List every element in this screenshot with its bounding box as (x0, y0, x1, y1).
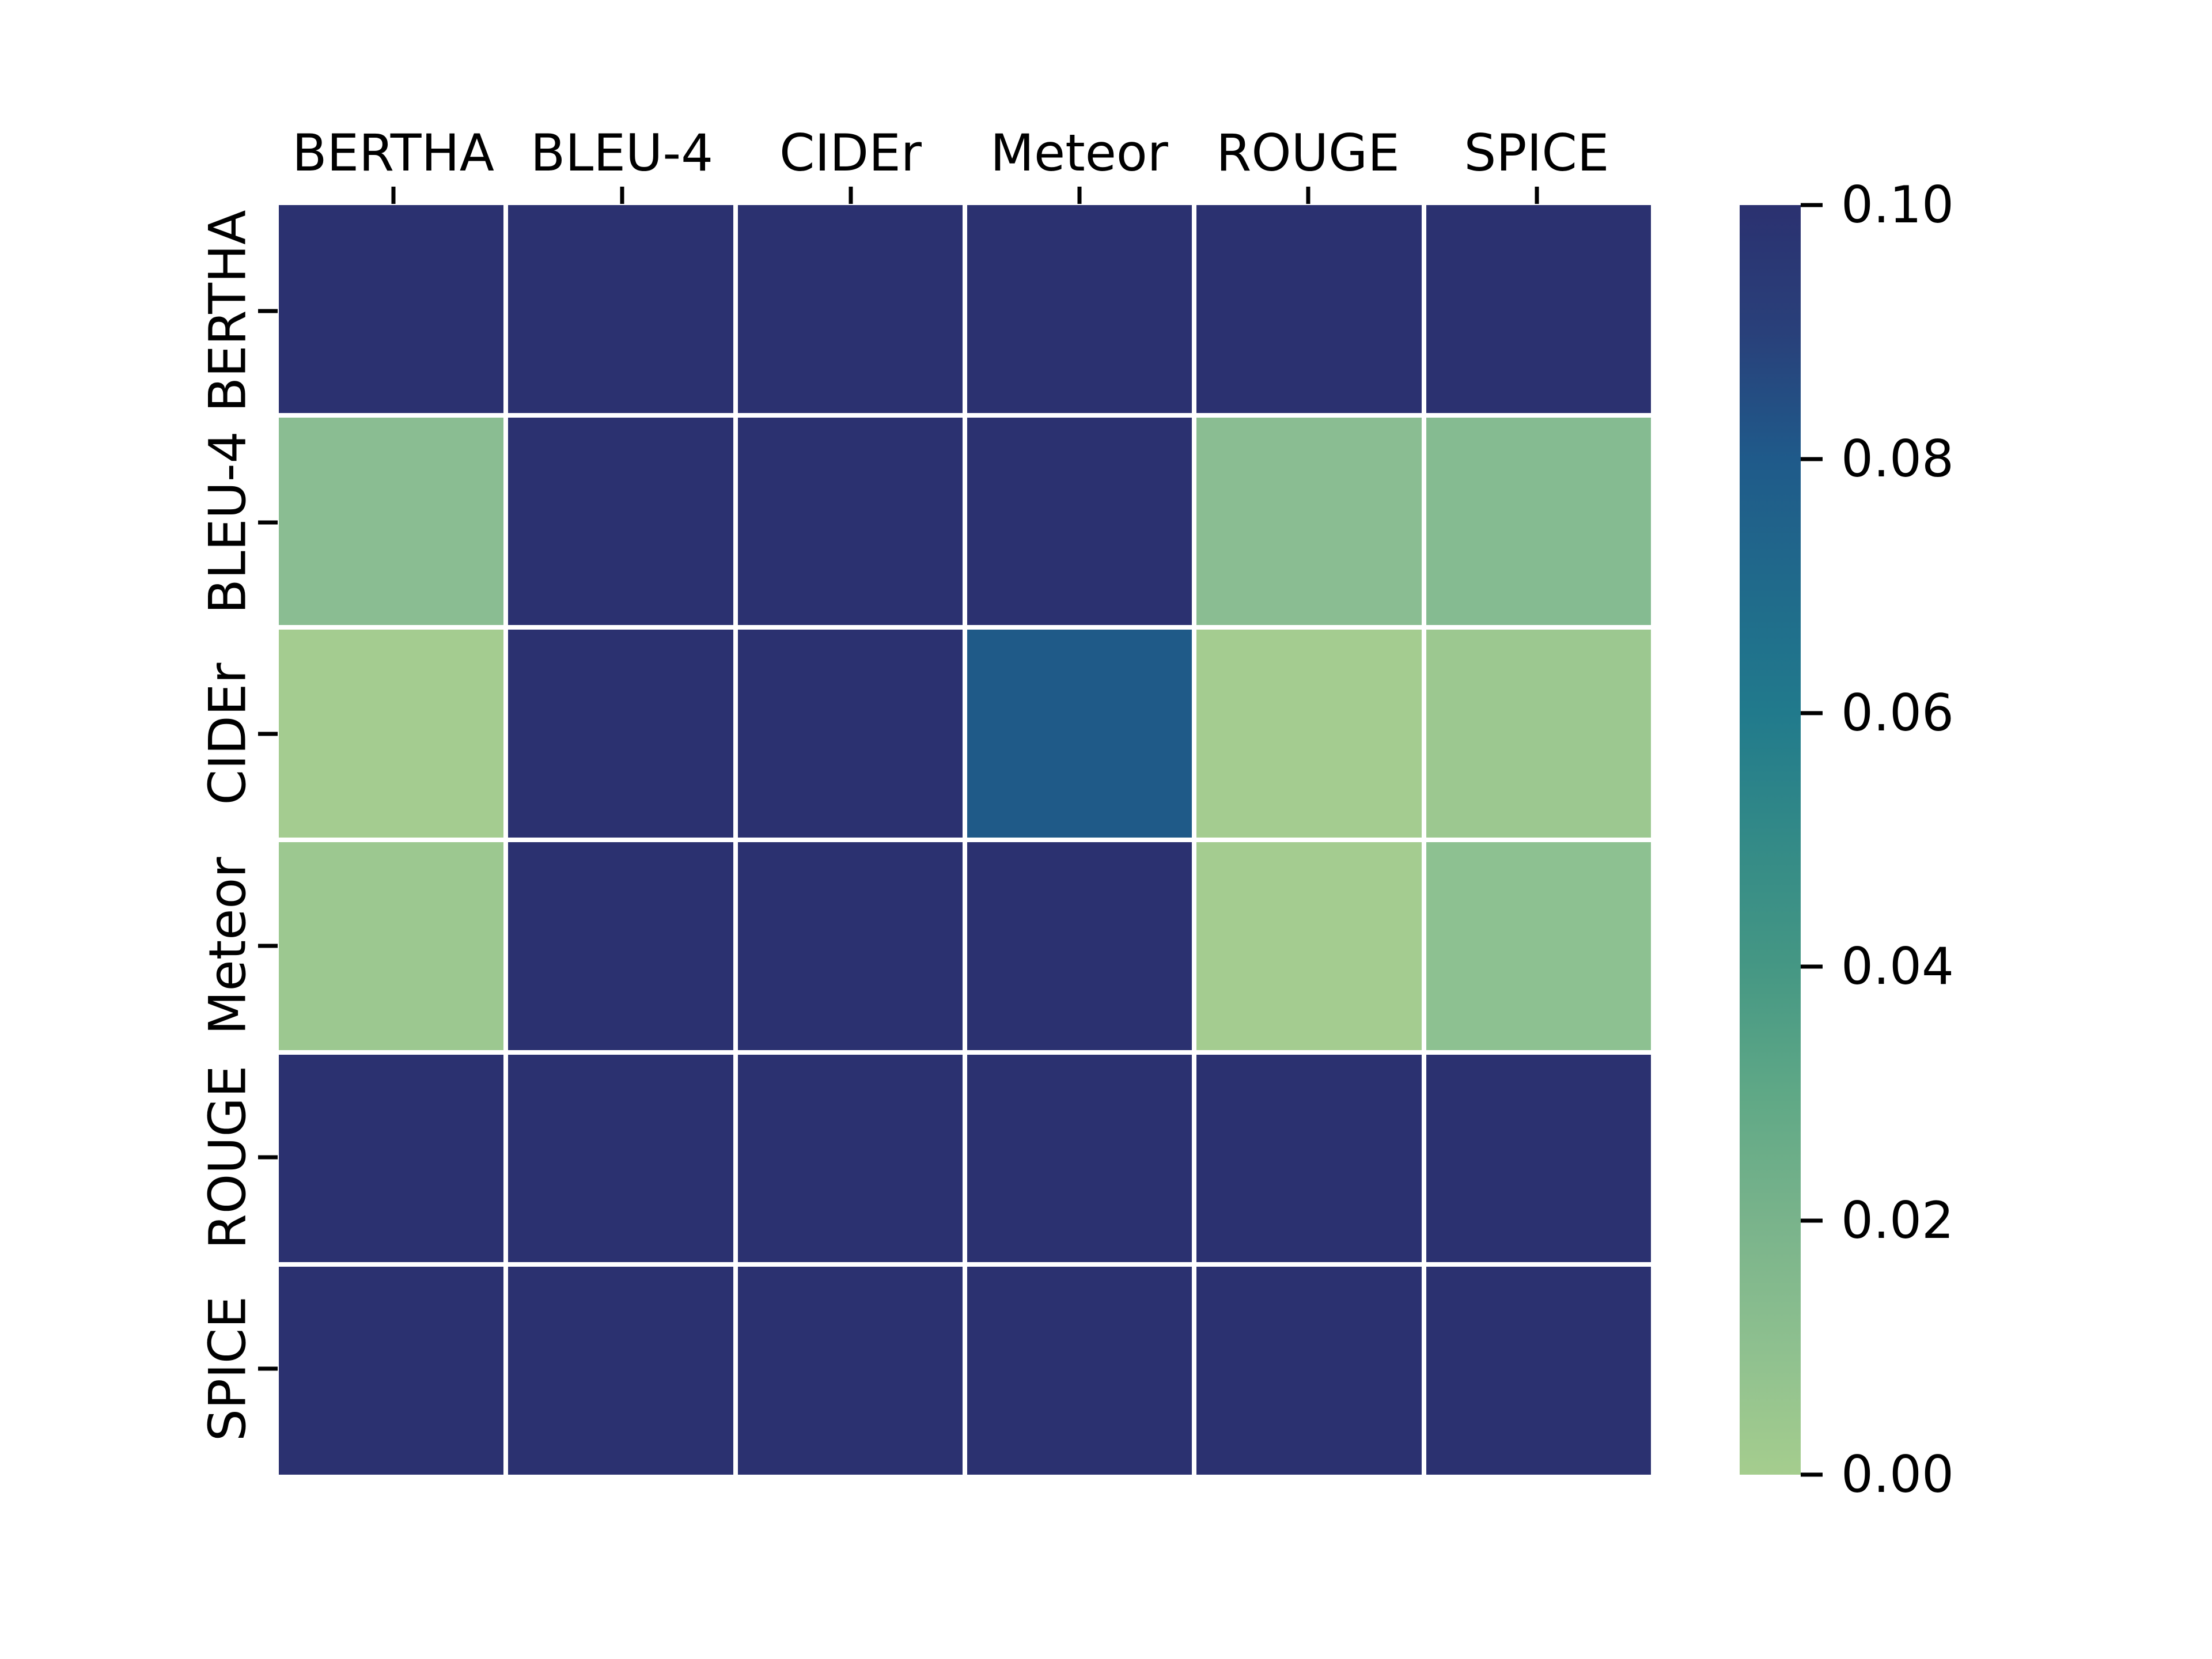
heatmap-cell-Meteor-BERTHA (279, 842, 504, 1050)
heatmap-cell-BERTHA-CIDEr (737, 205, 963, 413)
x-tick-mark (620, 187, 624, 204)
heatmap-cell-SPICE-CIDEr (737, 1267, 963, 1475)
heatmap-cell-BLEU-4-BERTHA (279, 417, 504, 626)
heatmap-cell-CIDEr-Meteor (967, 630, 1192, 838)
heatmap-cell-BLEU-4-BLEU-4 (508, 417, 733, 626)
y-tick-label-ROUGE: ROUGE (198, 1065, 257, 1249)
heatmap-cell-SPICE-BERTHA (279, 1267, 504, 1475)
colorbar-tick-label-0.04: 0.04 (1841, 937, 1954, 997)
heatmap-cell-ROUGE-BERTHA (279, 1054, 504, 1263)
colorbar-tick-mark (1801, 1472, 1823, 1477)
heatmap-cell-Meteor-ROUGE (1196, 842, 1422, 1050)
heatmap-cell-SPICE-Meteor (967, 1267, 1192, 1475)
x-tick-mark (849, 187, 853, 204)
heatmap-cell-ROUGE-SPICE (1426, 1054, 1651, 1263)
heatmap-cell-BLEU-4-ROUGE (1196, 417, 1422, 626)
heatmap-cell-SPICE-SPICE (1426, 1267, 1651, 1475)
y-tick-label-Meteor: Meteor (198, 857, 257, 1035)
heatmap-cell-Meteor-SPICE (1426, 842, 1651, 1050)
heatmap-cell-CIDEr-CIDEr (737, 630, 963, 838)
heatmap-cell-CIDEr-BERTHA (279, 630, 504, 838)
heatmap-cell-BLEU-4-CIDEr (737, 417, 963, 626)
x-tick-mark (1077, 187, 1081, 204)
heatmap-cell-BERTHA-ROUGE (1196, 205, 1422, 413)
heatmap-cell-SPICE-BLEU-4 (508, 1267, 733, 1475)
colorbar-tick-mark (1801, 711, 1823, 715)
heatmap-cell-Meteor-CIDEr (737, 842, 963, 1050)
y-tick-mark (258, 732, 278, 736)
x-tick-label-SPICE: SPICE (1464, 123, 1609, 183)
heatmap-cell-SPICE-ROUGE (1196, 1267, 1422, 1475)
colorbar-tick-mark (1801, 457, 1823, 461)
y-tick-label-BERTHA: BERTHA (198, 210, 257, 412)
heatmap-cell-CIDEr-BLEU-4 (508, 630, 733, 838)
colorbar-tick-mark (1801, 203, 1823, 207)
colorbar (1740, 205, 1801, 1475)
colorbar-tick-label-0.08: 0.08 (1841, 429, 1954, 488)
y-tick-mark (258, 520, 278, 525)
x-tick-label-Meteor: Meteor (990, 123, 1168, 183)
y-tick-mark (258, 1366, 278, 1371)
colorbar-tick-mark (1801, 1218, 1823, 1223)
heatmap-cell-Meteor-BLEU-4 (508, 842, 733, 1050)
heatmap-cell-CIDEr-ROUGE (1196, 630, 1422, 838)
heatmap-cell-BLEU-4-Meteor (967, 417, 1192, 626)
heatmap-cell-ROUGE-ROUGE (1196, 1054, 1422, 1263)
y-tick-mark (258, 1155, 278, 1160)
heatmap-cell-BERTHA-BLEU-4 (508, 205, 733, 413)
colorbar-tick-mark (1801, 964, 1823, 969)
x-tick-label-BERTHA: BERTHA (292, 123, 494, 183)
y-tick-mark (258, 944, 278, 948)
x-tick-mark (1535, 187, 1539, 204)
heatmap-cell-ROUGE-BLEU-4 (508, 1054, 733, 1263)
y-tick-label-SPICE: SPICE (198, 1296, 257, 1442)
colorbar-tick-label-0.00: 0.00 (1841, 1445, 1954, 1504)
heatmap-cell-ROUGE-Meteor (967, 1054, 1192, 1263)
heatmap-cell-BERTHA-BERTHA (279, 205, 504, 413)
heatmap-grid (279, 205, 1651, 1475)
x-tick-label-CIDEr: CIDEr (779, 123, 922, 183)
y-tick-label-CIDEr: CIDEr (198, 662, 257, 805)
y-tick-label-BLEU-4: BLEU-4 (198, 431, 257, 614)
x-tick-label-BLEU-4: BLEU-4 (530, 123, 714, 183)
heatmap-cell-CIDEr-SPICE (1426, 630, 1651, 838)
heatmap-cell-Meteor-Meteor (967, 842, 1192, 1050)
heatmap-cell-BERTHA-SPICE (1426, 205, 1651, 413)
heatmap-cell-BERTHA-Meteor (967, 205, 1192, 413)
x-tick-mark (1306, 187, 1310, 204)
heatmap-cell-BLEU-4-SPICE (1426, 417, 1651, 626)
colorbar-tick-label-0.02: 0.02 (1841, 1191, 1954, 1251)
x-tick-mark (391, 187, 395, 204)
colorbar-tick-label-0.10: 0.10 (1841, 175, 1954, 234)
colorbar-tick-label-0.06: 0.06 (1841, 683, 1954, 743)
y-tick-mark (258, 309, 278, 313)
x-tick-label-ROUGE: ROUGE (1216, 123, 1400, 183)
heatmap-cell-ROUGE-CIDEr (737, 1054, 963, 1263)
